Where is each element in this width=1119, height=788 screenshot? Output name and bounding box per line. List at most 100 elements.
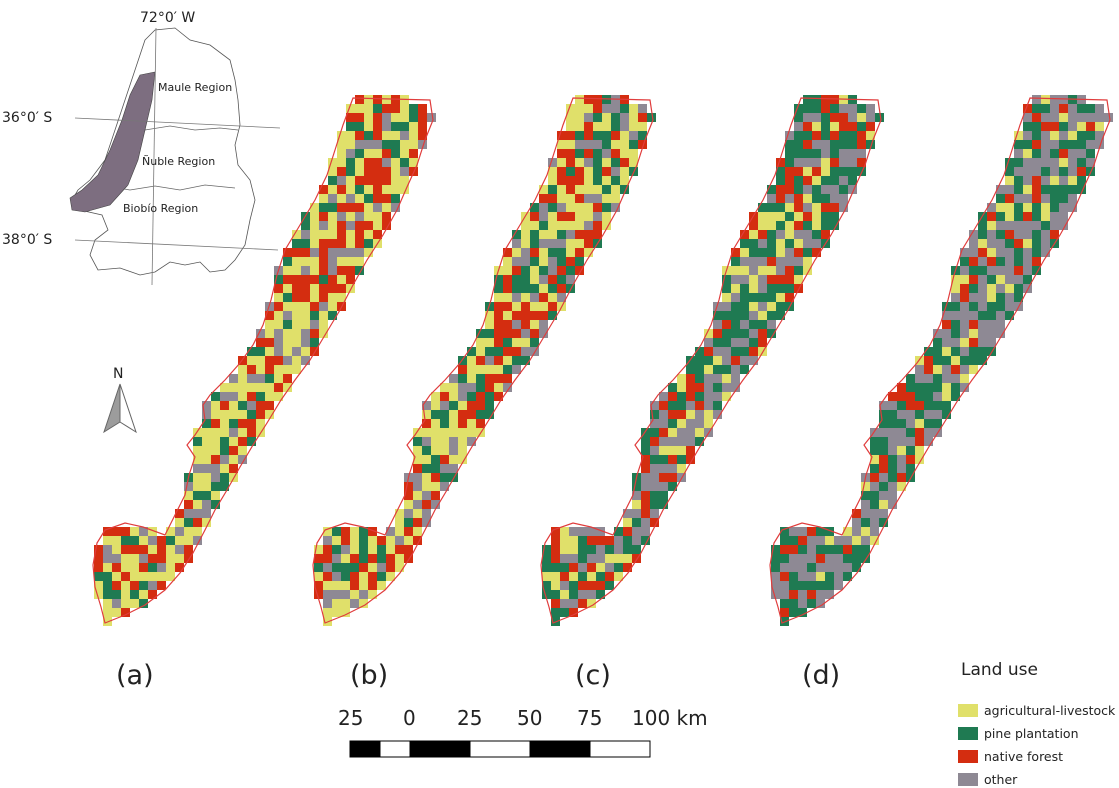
land-use-cell	[575, 158, 584, 167]
land-use-cell	[749, 311, 758, 320]
land-use-cell	[816, 563, 825, 572]
land-use-cell	[830, 176, 839, 185]
land-use-cell	[382, 149, 391, 158]
land-use-cell	[704, 401, 713, 410]
land-use-cell	[382, 95, 391, 104]
land-use-cell	[638, 113, 647, 122]
land-use-cell	[807, 536, 816, 545]
land-use-cell	[310, 212, 319, 221]
land-use-cell	[1059, 185, 1068, 194]
land-use-cell	[785, 167, 794, 176]
land-use-cell	[1032, 158, 1041, 167]
land-use-cell	[668, 392, 677, 401]
land-use-cell	[364, 248, 373, 257]
land-use-cell	[1050, 185, 1059, 194]
land-use-cell	[960, 266, 969, 275]
inset-region-outline	[71, 27, 256, 276]
land-use-cell	[431, 401, 440, 410]
land-use-cell	[103, 554, 112, 563]
land-use-cell	[202, 446, 211, 455]
land-use-cell	[641, 491, 650, 500]
land-use-cell	[780, 545, 789, 554]
land-use-cell	[704, 419, 713, 428]
land-use-cell	[578, 599, 587, 608]
land-use-cell	[960, 329, 969, 338]
land-use-cell	[843, 554, 852, 563]
land-use-cell	[861, 500, 870, 509]
land-use-cell	[996, 185, 1005, 194]
land-use-cell	[193, 491, 202, 500]
land-use-cell	[969, 284, 978, 293]
land-use-cell	[686, 410, 695, 419]
land-use-cell	[821, 212, 830, 221]
land-use-cell	[539, 302, 548, 311]
land-use-cell	[193, 518, 202, 527]
land-use-cell	[821, 194, 830, 203]
land-use-cell	[857, 122, 866, 131]
land-use-cell	[641, 500, 650, 509]
land-use-cell	[193, 500, 202, 509]
land-use-cell	[1032, 266, 1041, 275]
land-use-cell	[175, 509, 184, 518]
land-use-cell	[1068, 167, 1077, 176]
land-use-cell	[512, 329, 521, 338]
land-use-cell	[542, 545, 551, 554]
land-use-cell	[292, 230, 301, 239]
land-use-cell	[310, 275, 319, 284]
land-use-cell	[584, 176, 593, 185]
land-use-cell	[193, 455, 202, 464]
land-use-cell	[319, 230, 328, 239]
land-use-cell	[274, 392, 283, 401]
land-use-cell	[575, 248, 584, 257]
land-use-cell	[103, 572, 112, 581]
land-use-cell	[602, 149, 611, 158]
land-use-cell	[987, 302, 996, 311]
land-use-cell	[1032, 167, 1041, 176]
land-use-cell	[539, 239, 548, 248]
land-use-cell	[449, 392, 458, 401]
land-use-cell	[440, 482, 449, 491]
land-use-cell	[548, 275, 557, 284]
land-use-cell	[803, 221, 812, 230]
land-use-cell	[821, 203, 830, 212]
land-use-cell	[310, 257, 319, 266]
land-use-cell	[879, 473, 888, 482]
land-use-cell	[1050, 230, 1059, 239]
land-use-cell	[785, 284, 794, 293]
land-use-cell	[584, 230, 593, 239]
land-use-cell	[611, 122, 620, 131]
land-use-cell	[695, 428, 704, 437]
land-use-cell	[767, 275, 776, 284]
land-use-cell	[825, 590, 834, 599]
land-use-cell	[593, 95, 602, 104]
land-use-cell	[731, 356, 740, 365]
land-use-cell	[767, 203, 776, 212]
map-panel-d	[769, 95, 1113, 626]
land-use-cell	[175, 563, 184, 572]
land-use-cell	[551, 581, 560, 590]
land-use-cell	[848, 113, 857, 122]
land-use-cell	[193, 437, 202, 446]
land-use-cell	[924, 401, 933, 410]
land-use-cell	[848, 149, 857, 158]
land-use-cell	[521, 293, 530, 302]
land-use-cell	[830, 185, 839, 194]
land-use-cell	[485, 320, 494, 329]
land-use-cell	[548, 167, 557, 176]
land-use-cell	[960, 347, 969, 356]
land-use-cell	[987, 203, 996, 212]
land-use-cell	[566, 248, 575, 257]
land-use-cell	[112, 599, 121, 608]
land-use-cell	[346, 221, 355, 230]
land-use-cell	[211, 455, 220, 464]
land-use-cell	[566, 167, 575, 176]
land-use-cell	[807, 563, 816, 572]
land-use-cell	[319, 203, 328, 212]
land-use-cell	[722, 302, 731, 311]
land-use-cell	[247, 437, 256, 446]
land-use-cell	[229, 374, 238, 383]
land-use-cell	[1032, 203, 1041, 212]
land-use-cell	[713, 374, 722, 383]
land-use-cell	[256, 329, 265, 338]
land-use-cell	[328, 212, 337, 221]
